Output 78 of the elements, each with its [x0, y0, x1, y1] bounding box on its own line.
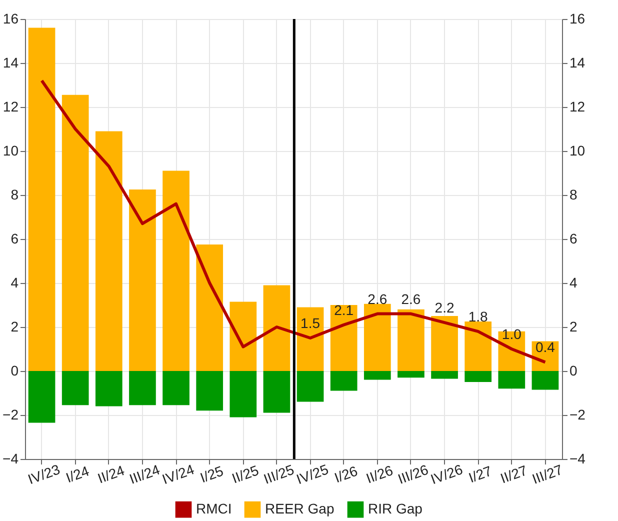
bar: [162, 371, 190, 406]
y2-tick-label: −2: [570, 406, 586, 422]
y2-tick-label: 16: [570, 10, 586, 26]
bar: [296, 307, 324, 371]
y2-tick-label: 14: [570, 54, 586, 70]
bar: [296, 371, 324, 402]
bar: [398, 309, 424, 371]
x-tick-label: IV/26: [428, 460, 465, 488]
bar: [364, 304, 391, 371]
y-tick-label: 12: [2, 98, 19, 114]
y-tick-label: −2: [2, 406, 19, 422]
bar: [464, 371, 492, 382]
x-tick-label: III/24: [127, 461, 162, 487]
bar: [95, 371, 122, 406]
x-tick-label: III/25: [261, 461, 296, 487]
bar: [196, 244, 224, 371]
legend-label: RMCI: [196, 500, 232, 517]
data-label: 2.1: [334, 302, 354, 318]
bar: [230, 302, 257, 371]
data-label: 0.4: [535, 339, 556, 356]
x-tick-label: II/24: [95, 462, 127, 486]
bar: [28, 28, 56, 371]
bar: [263, 371, 290, 413]
y2-tick-label: 2: [570, 318, 578, 334]
data-label: 2.2: [434, 300, 454, 316]
bar: [28, 371, 56, 423]
bar: [263, 285, 290, 371]
bar: [532, 371, 559, 390]
y-tick-label: −4: [2, 450, 19, 466]
legend-label: RIR Gap: [368, 500, 423, 517]
bar: [129, 190, 156, 371]
bar: [62, 94, 89, 371]
bar: [398, 371, 424, 378]
y-tick-label: 0: [10, 362, 19, 378]
y2-tick-label: 0: [570, 362, 578, 378]
y2-tick-label: 4: [570, 274, 578, 290]
y2-tick-label: 12: [570, 98, 586, 114]
x-tick-label: I/26: [332, 462, 360, 486]
y-tick-label: 10: [2, 142, 19, 158]
y2-tick-label: −4: [570, 450, 586, 466]
y-tick-label: 2: [10, 318, 19, 334]
y-tick-label: 8: [10, 186, 19, 202]
x-tick-label: II/26: [364, 462, 396, 486]
y2-tick-label: 10: [570, 142, 586, 158]
x-tick-label: II/25: [230, 462, 261, 486]
x-tick-label: III/26: [396, 461, 431, 487]
bar: [330, 371, 358, 391]
data-label: 1.8: [468, 308, 488, 324]
data-label: 2.6: [368, 290, 388, 307]
x-tick-label: IV/24: [160, 460, 196, 488]
y2-tick-label: 8: [570, 186, 578, 202]
bar: [62, 371, 89, 406]
bar: [464, 322, 492, 371]
bar: [330, 305, 358, 371]
x-tick-label: I/25: [198, 462, 226, 486]
bar: [162, 170, 190, 371]
bar: [498, 371, 526, 389]
bar: [95, 131, 122, 371]
x-tick-label: IV/23: [26, 460, 62, 488]
y-tick-label: 6: [10, 230, 19, 246]
data-label: 2.6: [401, 290, 421, 307]
legend-label: REER Gap: [265, 500, 334, 517]
bar: [230, 371, 257, 418]
x-tick-label: IV/25: [294, 460, 331, 488]
data-label: 1.5: [300, 315, 320, 331]
y-tick-label: 14: [2, 54, 19, 70]
y-tick-label: 4: [10, 274, 19, 290]
bar: [431, 371, 458, 379]
x-tick-label: I/24: [64, 462, 92, 486]
x-tick-label: III/27: [530, 461, 565, 487]
x-tick-label: II/27: [498, 462, 530, 486]
bar: [431, 316, 458, 371]
bar: [196, 371, 224, 411]
bar: [129, 371, 156, 406]
x-tick-label: I/27: [466, 462, 494, 486]
bar: [364, 371, 391, 380]
y-tick-label: 16: [2, 10, 19, 26]
y2-tick-label: 6: [570, 230, 578, 246]
